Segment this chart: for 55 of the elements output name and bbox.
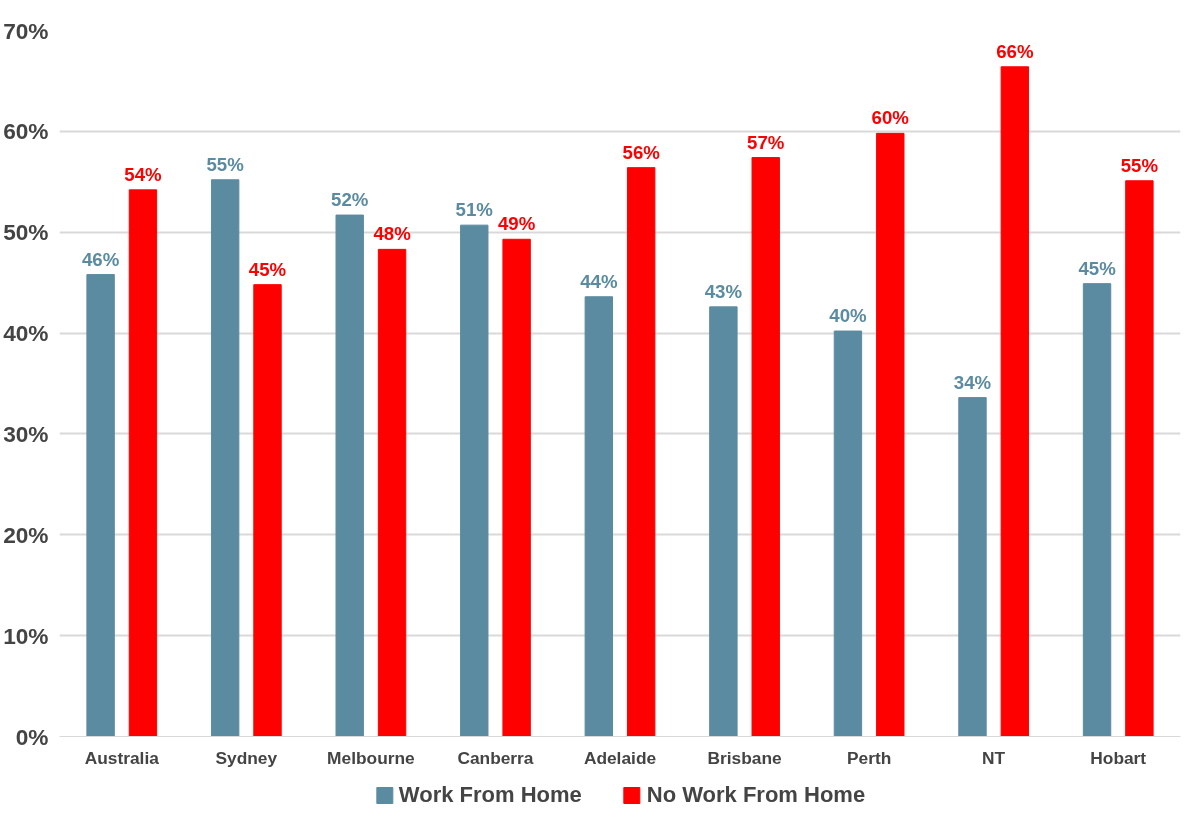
y-tick-label: 20% <box>3 521 49 548</box>
bar <box>584 296 614 737</box>
data-label: 40% <box>829 305 868 327</box>
legend-label: No Work From Home <box>646 782 866 808</box>
data-label: 43% <box>704 280 743 302</box>
bar <box>1082 283 1112 737</box>
bar <box>751 157 780 737</box>
y-tick-label: 70% <box>3 17 49 44</box>
x-tick-label: Canberra <box>457 747 534 768</box>
bar <box>876 132 905 737</box>
data-label: 60% <box>871 107 910 129</box>
x-tick-label: Melbourne <box>327 747 416 768</box>
bar <box>253 284 282 737</box>
bar <box>958 397 987 737</box>
x-tick-label: Perth <box>846 747 892 768</box>
x-tick-label: Adelaide <box>583 747 657 768</box>
y-tick-label: 50% <box>3 219 49 246</box>
data-label: 45% <box>1078 257 1117 279</box>
data-label: 46% <box>81 248 120 270</box>
bar <box>335 214 364 737</box>
data-label: 34% <box>953 371 992 393</box>
data-label: 55% <box>1120 154 1159 176</box>
data-label: 66% <box>996 40 1034 62</box>
bar <box>502 238 531 737</box>
data-label: 56% <box>622 141 661 163</box>
bar <box>377 248 407 737</box>
data-label: 55% <box>206 153 245 175</box>
bar <box>1125 180 1154 737</box>
data-label: 45% <box>248 258 287 280</box>
y-tick-label: 10% <box>3 622 49 649</box>
y-tick-label: 60% <box>3 118 49 145</box>
x-tick-label: Brisbane <box>707 747 782 768</box>
bar <box>86 274 115 737</box>
legend-label: Work From Home <box>398 782 582 808</box>
bar <box>626 167 656 737</box>
data-label: 52% <box>331 189 369 211</box>
y-tick-label: 40% <box>3 320 49 347</box>
x-tick-label: NT <box>982 747 1006 768</box>
bar <box>833 330 863 737</box>
bar <box>1000 66 1030 737</box>
x-tick-label: Australia <box>84 747 160 768</box>
bar <box>210 179 240 737</box>
x-tick-label: Hobart <box>1090 747 1147 768</box>
data-label: 49% <box>497 213 536 235</box>
bar <box>709 306 738 737</box>
data-label: 57% <box>747 131 785 153</box>
bar <box>460 224 489 737</box>
data-label: 44% <box>580 270 618 292</box>
data-label: 54% <box>124 163 163 185</box>
bar <box>128 189 158 737</box>
y-tick-label: 30% <box>3 420 49 447</box>
x-tick-label: Sydney <box>215 747 278 768</box>
data-label: 51% <box>455 199 494 221</box>
data-label: 48% <box>373 223 412 245</box>
y-tick-label: 0% <box>15 723 49 750</box>
